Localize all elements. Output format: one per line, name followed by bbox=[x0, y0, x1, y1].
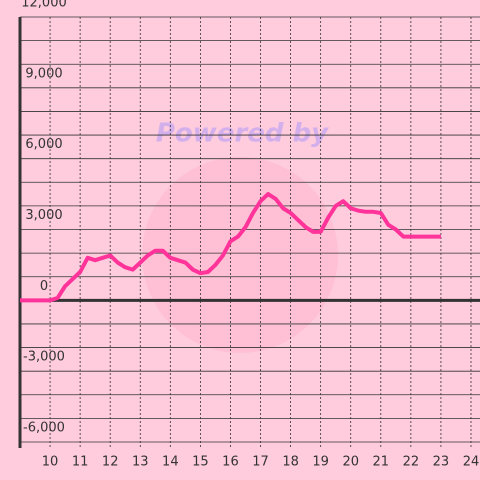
y-tick-label: 3,000 bbox=[25, 208, 62, 223]
x-tick-label: 14 bbox=[162, 455, 179, 470]
x-tick-label: 12 bbox=[102, 455, 119, 470]
x-tick-label: 19 bbox=[312, 455, 329, 470]
x-tick-label: 22 bbox=[403, 455, 420, 470]
y-tick-label: -6,000 bbox=[23, 421, 65, 436]
y-tick-label: 12,000 bbox=[21, 0, 67, 11]
x-tick-label: 18 bbox=[282, 455, 299, 470]
x-tick-label: 16 bbox=[222, 455, 239, 470]
y-tick-label: 6,000 bbox=[25, 137, 62, 152]
x-tick-label: 23 bbox=[433, 455, 450, 470]
x-tick-label: 13 bbox=[132, 455, 149, 470]
x-tick-label: 24 bbox=[463, 455, 480, 470]
x-tick-label: 15 bbox=[192, 455, 209, 470]
x-tick-label: 17 bbox=[252, 455, 269, 470]
y-tick-label: 0 bbox=[40, 279, 48, 294]
y-tick-label: -3,000 bbox=[23, 350, 65, 365]
watermark: Powered by bbox=[156, 119, 329, 149]
x-tick-label: 11 bbox=[72, 455, 89, 470]
data-line bbox=[20, 192, 441, 303]
x-tick-label: 20 bbox=[342, 455, 359, 470]
x-tick-label: 10 bbox=[42, 455, 59, 470]
x-tick-label: 21 bbox=[373, 455, 390, 470]
y-tick-label: 9,000 bbox=[25, 66, 62, 81]
